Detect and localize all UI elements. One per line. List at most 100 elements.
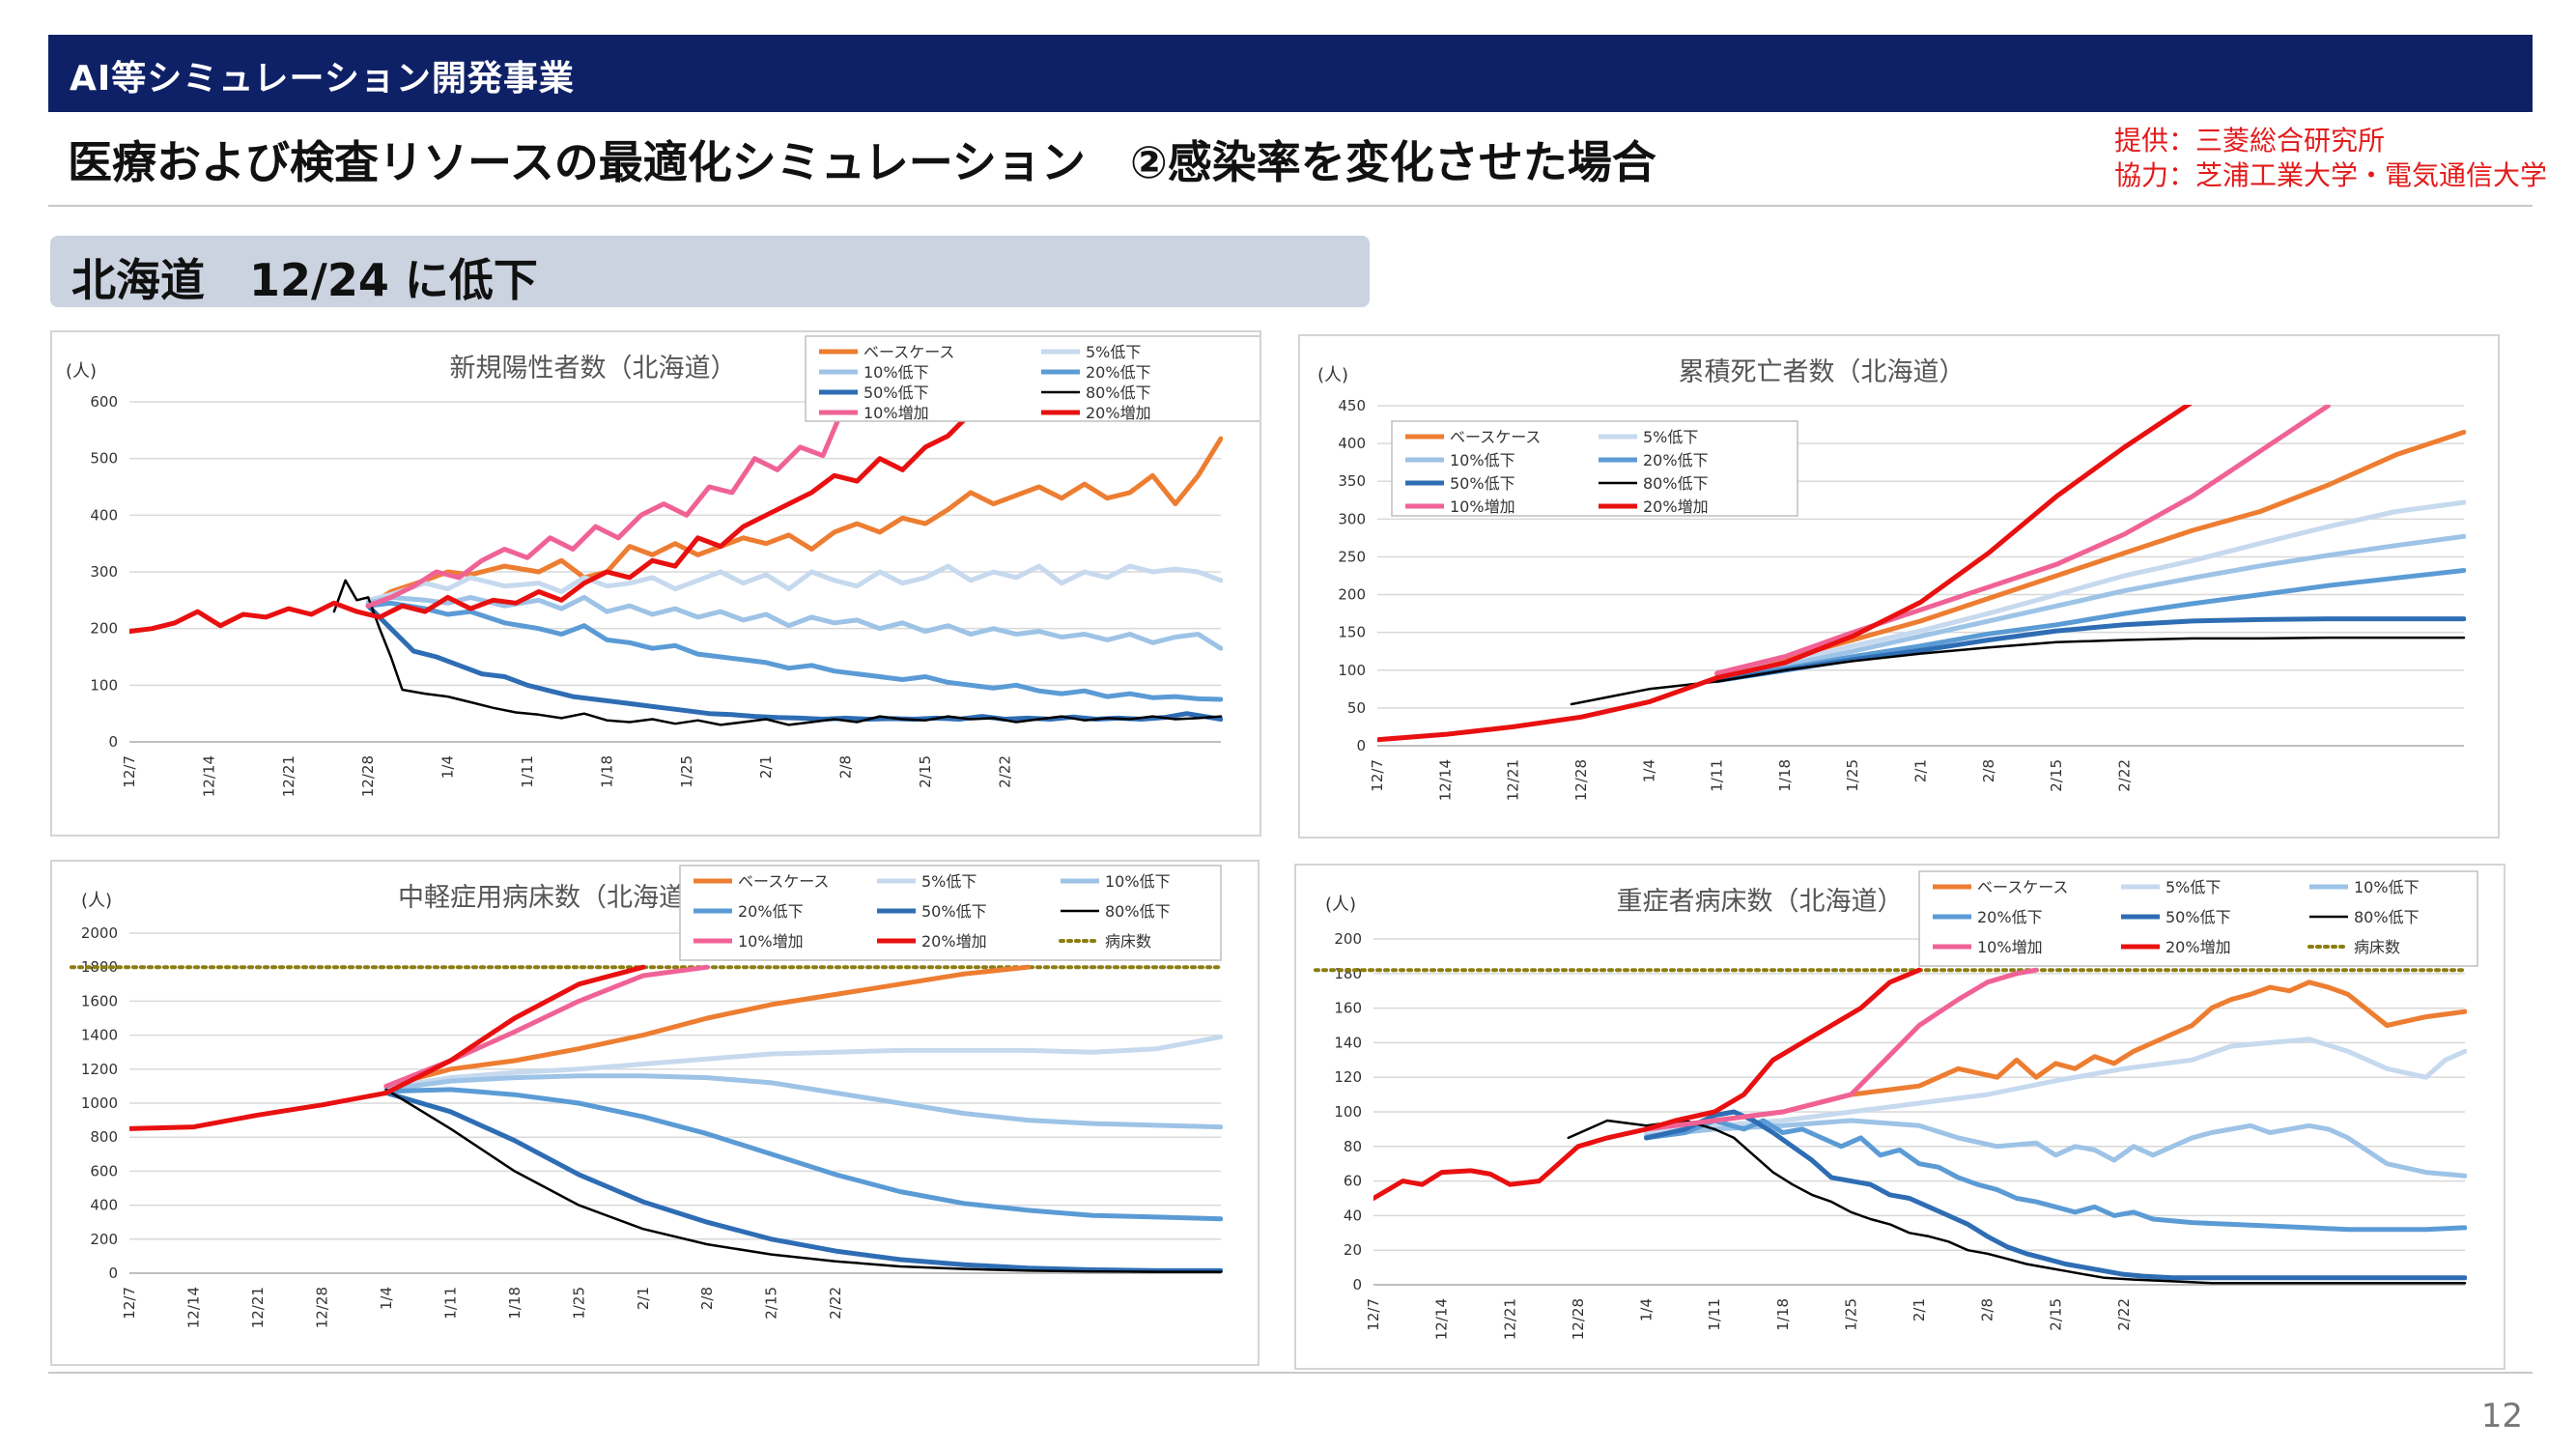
x-tick-label: 12/7 bbox=[121, 1287, 138, 1320]
x-tick-label: 1/25 bbox=[570, 1287, 587, 1320]
x-tick-label: 12/21 bbox=[1505, 759, 1522, 801]
y-tick-label: 600 bbox=[90, 1162, 118, 1179]
page-number: 12 bbox=[2480, 1397, 2523, 1435]
x-tick-label: 2/22 bbox=[2115, 1298, 2133, 1331]
title-divider bbox=[48, 205, 2533, 207]
y-tick-label: 200 bbox=[90, 620, 118, 638]
chart-title: 中軽症用病床数（北海道） bbox=[398, 883, 711, 913]
legend-label: ベースケース bbox=[738, 872, 829, 891]
y-tick-label: 250 bbox=[1338, 548, 1366, 565]
x-tick-label: 1/25 bbox=[1844, 759, 1861, 792]
chart-panel-severe-beds: 0 20 40 60 80 100 120 140 160 180 200 12/7 12/14 12/2… bbox=[1294, 864, 2505, 1370]
legend-label: 20%増加 bbox=[921, 932, 987, 951]
series-line-base bbox=[365, 436, 1223, 609]
y-tick-label: 120 bbox=[1334, 1068, 1362, 1086]
series-line-down5 bbox=[365, 563, 1223, 603]
series-line-up20 bbox=[129, 401, 992, 635]
series-line-down10 bbox=[365, 594, 1223, 651]
legend-label: 80%低下 bbox=[1086, 384, 1151, 402]
x-tick-label: 12/14 bbox=[1433, 1298, 1451, 1340]
x-tick-label: 2/15 bbox=[2047, 1298, 2064, 1331]
x-tick-label: 1/4 bbox=[439, 755, 457, 779]
chart-panel-cumulative-deaths: 0 50 100 150 200 250 300 350 400 450 12/7 12/14 12/2… bbox=[1298, 334, 2500, 838]
y-unit-label: (人) bbox=[1317, 365, 1348, 385]
legend-box bbox=[1391, 420, 1798, 517]
legend-label: 80%低下 bbox=[1643, 474, 1709, 493]
x-tick-label: 12/28 bbox=[1570, 1298, 1587, 1340]
legend-label: ベースケース bbox=[863, 343, 954, 361]
y-tick-label: 60 bbox=[1344, 1173, 1362, 1190]
legend-label: 10%増加 bbox=[863, 404, 929, 422]
legend-label: 10%低下 bbox=[1105, 872, 1171, 891]
chart-title: 累積死亡者数（北海道） bbox=[1679, 357, 1966, 387]
legend-box bbox=[1918, 870, 2478, 967]
series-line-down20 bbox=[1714, 568, 2466, 682]
y-tick-label: 200 bbox=[1338, 586, 1366, 604]
y-tick-label: 160 bbox=[1334, 1000, 1362, 1017]
legend-label: 50%低下 bbox=[1450, 474, 1515, 493]
legend-label: 5%低下 bbox=[2166, 878, 2221, 896]
legend-label: 10%低下 bbox=[1450, 451, 1515, 469]
series-line-base bbox=[1644, 980, 2467, 1132]
x-tick-label: 12/7 bbox=[1365, 1298, 1382, 1331]
page-title: 医療および検査リソースの最適化シミュレーション ②感染率を変化させた場合 bbox=[68, 136, 1656, 188]
series-line-down50 bbox=[383, 1090, 1223, 1273]
y-tick-label: 50 bbox=[1347, 699, 1366, 717]
y-tick-label: 300 bbox=[90, 563, 118, 581]
x-tick-label: 2/8 bbox=[837, 755, 855, 779]
legend-label: 10%増加 bbox=[738, 932, 804, 951]
x-tick-label: 2/1 bbox=[1912, 759, 1930, 782]
y-unit-label: (人) bbox=[81, 891, 112, 911]
legend-label: 50%低下 bbox=[2166, 908, 2231, 926]
y-tick-label: 1600 bbox=[81, 992, 118, 1009]
x-tick-label: 12/21 bbox=[249, 1287, 267, 1328]
legend-box bbox=[679, 865, 1222, 961]
x-tick-label: 12/28 bbox=[1572, 759, 1590, 801]
series-line-down5 bbox=[1644, 1037, 2467, 1135]
y-tick-label: 20 bbox=[1344, 1241, 1362, 1259]
x-tick-label: 1/25 bbox=[1842, 1298, 1859, 1331]
x-tick-label: 12/21 bbox=[280, 755, 297, 797]
x-tick-label: 1/11 bbox=[519, 755, 536, 788]
y-tick-label: 100 bbox=[1338, 662, 1366, 679]
legend-label: 20%低下 bbox=[1643, 451, 1709, 469]
y-tick-label: 150 bbox=[1338, 624, 1366, 641]
legend-label: 20%増加 bbox=[2166, 938, 2231, 956]
x-tick-label: 2/8 bbox=[1979, 1298, 1996, 1321]
x-tick-label: 1/4 bbox=[378, 1287, 395, 1310]
legend-label: ベースケース bbox=[1977, 878, 2068, 896]
x-tick-label: 12/7 bbox=[1369, 759, 1386, 792]
y-tick-label: 100 bbox=[1334, 1103, 1362, 1121]
x-tick-label: 12/7 bbox=[121, 755, 138, 788]
x-tick-label: 2/1 bbox=[757, 755, 775, 779]
y-tick-label: 500 bbox=[90, 450, 118, 468]
region-title: 北海道 12/24 に低下 bbox=[71, 254, 538, 306]
y-tick-label: 140 bbox=[1334, 1034, 1362, 1051]
x-tick-label: 2/8 bbox=[1980, 759, 1997, 782]
series-line-base bbox=[383, 964, 1032, 1089]
chart-mild-beds: 020040060080010001200140016001800200012/… bbox=[70, 865, 1223, 1328]
series-line-down20 bbox=[383, 1087, 1223, 1222]
x-tick-label: 2/22 bbox=[996, 755, 1013, 788]
x-tick-label: 2/15 bbox=[2048, 759, 2065, 792]
x-tick-label: 1/18 bbox=[1774, 1298, 1792, 1331]
x-tick-label: 1/18 bbox=[598, 755, 615, 788]
x-tick-label: 1/11 bbox=[1706, 1298, 1723, 1331]
series-line-up10 bbox=[1644, 967, 2039, 1132]
legend-label: ベースケース bbox=[1450, 428, 1541, 446]
series-line-up10 bbox=[1714, 405, 2331, 676]
legend-label: 病床数 bbox=[1105, 932, 1151, 951]
y-unit-label: (人) bbox=[66, 361, 97, 382]
x-tick-label: 2/15 bbox=[763, 1287, 780, 1320]
series-line-up20 bbox=[1377, 405, 2193, 743]
series-line-down10 bbox=[1644, 1118, 2467, 1179]
x-tick-label: 2/22 bbox=[2115, 759, 2133, 792]
legend-label: 20%増加 bbox=[1643, 497, 1709, 516]
credit-block: 提供：三菱総合研究所 協力：芝浦工業大学・電気通信大学 bbox=[2114, 124, 2547, 193]
legend-label: 10%増加 bbox=[1450, 497, 1515, 516]
legend-label: 50%低下 bbox=[921, 902, 987, 921]
x-tick-label: 12/28 bbox=[313, 1287, 330, 1328]
chart-severe-beds: 0 20 40 60 80 100 120 140 160 180 200 12/7 12/14 12/2… bbox=[1314, 870, 2478, 1340]
footer-divider bbox=[48, 1372, 2533, 1374]
y-tick-label: 350 bbox=[1338, 472, 1366, 490]
